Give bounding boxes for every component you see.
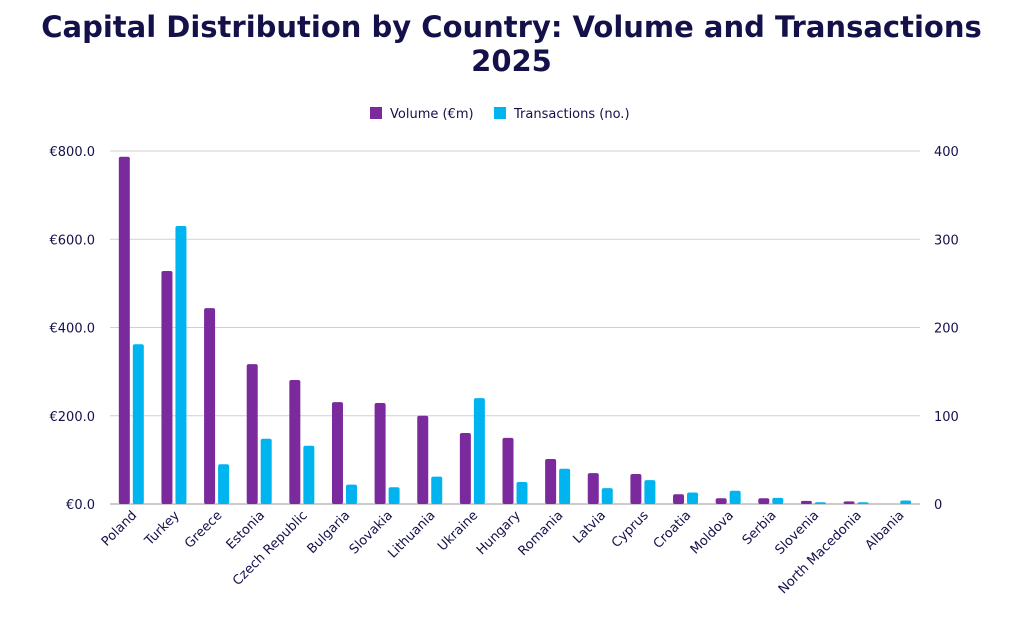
left-axis-tick-label: €800.0 <box>50 145 96 160</box>
left-axis-tick-label: €400.0 <box>50 322 96 337</box>
left-axis-tick-label: €0.0 <box>66 498 95 513</box>
left-axis-tick-label: €200.0 <box>50 410 96 425</box>
bar-volume <box>587 473 599 504</box>
legend-swatch <box>494 107 506 119</box>
x-axis-tick-label: Turkey <box>142 508 183 549</box>
x-axis-tick-label: Cyprus <box>609 508 652 551</box>
bar-volume <box>118 156 130 504</box>
right-axis-tick-label: 0 <box>934 498 942 513</box>
bar-transactions <box>601 488 613 504</box>
bar-volume <box>204 308 216 504</box>
chart-title: Capital Distribution by Country: Volume … <box>41 10 982 78</box>
right-axis-tick-label: 200 <box>934 322 959 337</box>
x-axis-tick-label: Greece <box>182 508 225 551</box>
x-axis-tick-label: North Macedonia <box>776 508 865 597</box>
bar-transactions <box>388 487 400 504</box>
bar-volume <box>758 498 770 504</box>
bar-volume <box>715 498 727 504</box>
x-axis-tick-label: Moldova <box>688 508 737 557</box>
bar-transactions <box>431 476 443 504</box>
bar-volume <box>417 415 429 504</box>
bar-transactions <box>900 500 912 504</box>
x-axis-tick-label: Latvia <box>570 508 609 547</box>
left-axis-tick-label: €600.0 <box>50 233 96 248</box>
bar-volume <box>161 271 173 504</box>
bar-transactions <box>729 490 741 504</box>
bar-transactions <box>516 481 528 504</box>
x-axis-tick-label: Albania <box>863 508 908 553</box>
bar-transactions <box>345 484 357 504</box>
x-axis-tick-label: Serbia <box>740 508 780 548</box>
right-axis-tick-label: 400 <box>934 145 959 160</box>
bar-transactions <box>857 502 869 504</box>
x-axis-tick-label: Czech Republic <box>230 508 311 589</box>
bar-transactions <box>814 502 826 504</box>
bar-volume <box>459 432 471 504</box>
bar-volume <box>246 364 258 504</box>
bar-transactions <box>175 226 187 504</box>
x-axis-tick-label: Poland <box>99 508 140 549</box>
right-axis-tick-label: 300 <box>934 233 959 248</box>
x-axis-tick-label: Romania <box>516 508 567 559</box>
bar-transactions <box>559 468 571 504</box>
bar-volume <box>630 473 642 504</box>
legend-swatch <box>370 107 382 119</box>
bar-volume <box>800 500 812 504</box>
bar-transactions <box>218 464 230 504</box>
legend-label: Volume (€m) <box>390 107 474 122</box>
bar-volume <box>545 458 557 504</box>
right-axis-tick-label: 100 <box>934 410 959 425</box>
bar-volume <box>843 501 855 504</box>
bar-transactions <box>644 480 656 504</box>
bar-volume <box>289 380 301 504</box>
bar-transactions <box>687 492 699 504</box>
bar-volume <box>374 402 386 504</box>
bar-transactions <box>132 344 144 504</box>
bar-transactions <box>772 497 784 504</box>
bar-transactions <box>473 398 485 504</box>
bar-transactions <box>303 445 315 504</box>
bar-transactions <box>260 438 272 504</box>
bar-volume <box>331 402 343 504</box>
x-axis-tick-label: Croatia <box>651 508 695 552</box>
x-axis-tick-label: Lithuania <box>385 508 438 561</box>
x-axis-tick-label: Bulgaria <box>305 508 354 557</box>
legend-label: Transactions (no.) <box>513 107 630 122</box>
bar-volume <box>502 437 514 504</box>
bar-volume <box>673 494 685 504</box>
